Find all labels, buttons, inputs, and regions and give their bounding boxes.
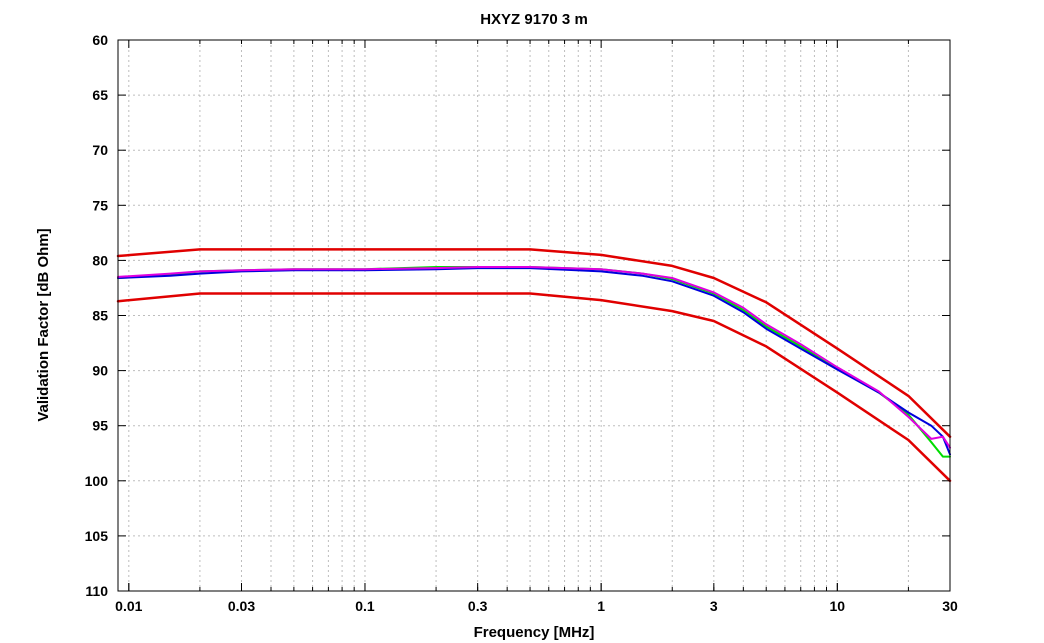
x-tick-label: 0.03 [228,598,255,614]
series-line [117,267,951,456]
x-tick-label: 10 [830,598,846,614]
y-tick-label: 80 [92,252,108,268]
x-tick-label: 0.1 [355,598,375,614]
x-tick-label: 3 [710,598,718,614]
y-tick-label: 85 [92,308,108,324]
y-tick-label: 60 [92,32,108,48]
y-tick-label: 65 [92,87,108,103]
y-tick-label: 70 [92,142,108,158]
series-line [116,248,952,438]
x-axis-label: Frequency [MHz] [474,624,595,641]
grid-lines [117,40,950,591]
y-tick-label: 90 [92,363,108,379]
y-tick-label: 95 [92,418,108,434]
series-line [117,266,951,449]
axis-ticks [117,39,951,592]
x-tick-label: 30 [942,598,958,614]
y-tick-labels: 60 65 70 75 80 85 90 95 100 105 110 [85,32,109,599]
series-lines [116,248,952,483]
y-tick-label: 110 [85,583,108,599]
y-tick-label: 100 [85,473,109,489]
y-tick-label: 75 [92,197,108,213]
y-axis-label: Validation Factor [dB Ohm] [35,228,52,421]
chart-title: HXYZ 9170 3 m [480,11,588,28]
series-line [116,292,952,483]
x-tick-labels: 0.01 0.03 0.1 0.3 1 3 10 30 [115,598,958,614]
x-tick-label: 0.3 [468,598,488,614]
x-tick-label: 0.01 [115,598,142,614]
x-tick-label: 1 [597,598,605,614]
y-tick-label: 105 [85,528,109,544]
